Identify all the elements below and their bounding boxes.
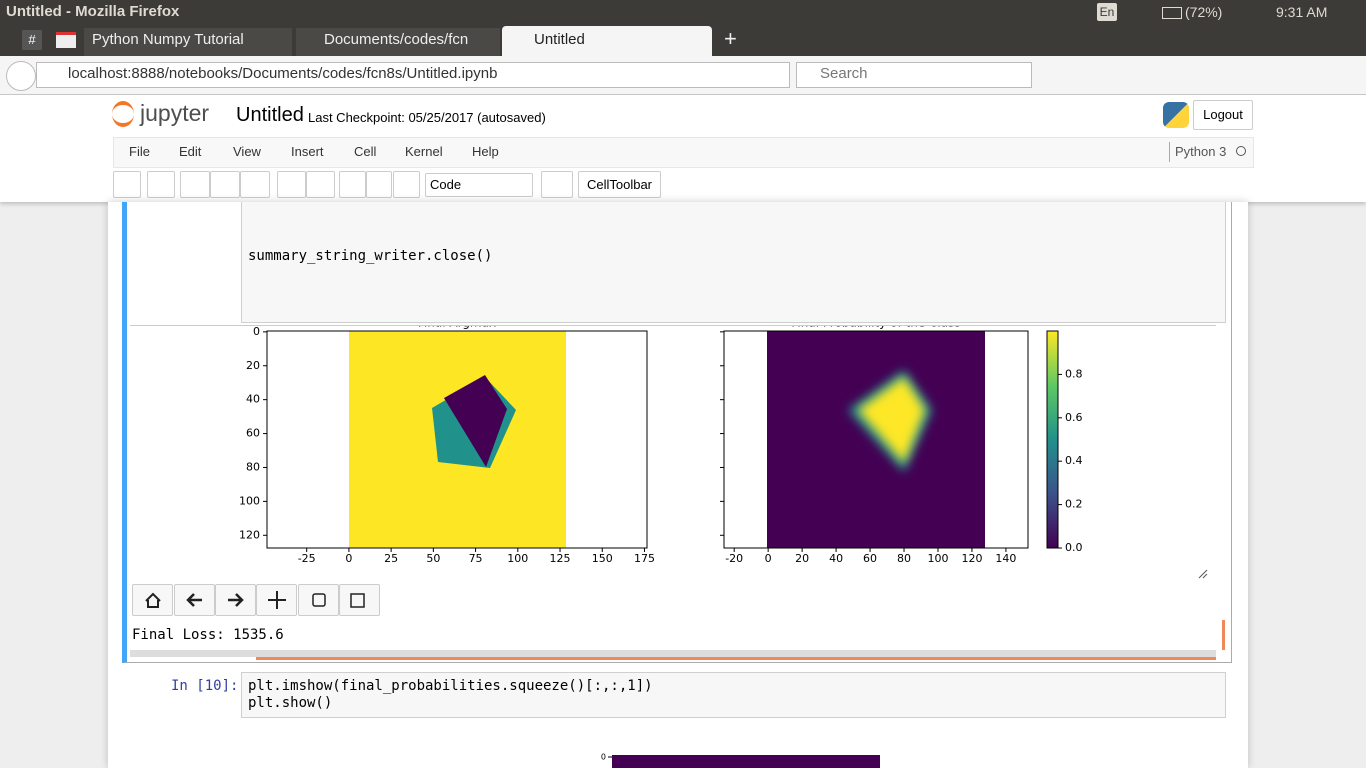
tab[interactable] <box>84 28 292 56</box>
notebook-name[interactable]: Untitled <box>236 104 304 126</box>
tab-title[interactable]: Python Numpy Tutorial <box>92 31 244 48</box>
search-placeholder[interactable]: Search <box>820 65 868 82</box>
code-line[interactable]: plt.show() <box>248 695 333 711</box>
battery[interactable]: (72%) <box>1185 4 1223 20</box>
tab-title[interactable]: Untitled <box>534 31 585 48</box>
kernel-indicator <box>1236 146 1246 156</box>
toolbar-button[interactable] <box>147 171 175 198</box>
keyboard-indicator[interactable]: En <box>1097 3 1117 21</box>
toolbar-button[interactable] <box>306 171 335 198</box>
back-button[interactable] <box>6 61 36 91</box>
menu-item[interactable]: View <box>233 144 261 159</box>
toolbar-button[interactable] <box>113 171 141 198</box>
code-input[interactable] <box>241 672 1226 718</box>
jupyter-logo[interactable]: jupyter <box>140 100 210 126</box>
toolbar-button[interactable] <box>366 171 392 198</box>
jupyter-logo-icon <box>112 101 134 127</box>
menu-item[interactable]: Edit <box>179 144 202 159</box>
battery-icon <box>1162 7 1182 19</box>
menu-item[interactable]: Kernel <box>405 144 443 159</box>
url[interactable]: localhost:8888/notebooks/Documents/codes… <box>68 65 498 82</box>
figure-tool-button[interactable] <box>256 584 297 616</box>
output-area <box>130 325 1216 651</box>
system-bar <box>0 0 1366 24</box>
pinned-tab[interactable] <box>56 32 76 48</box>
tab-title[interactable]: Documents/codes/fcn <box>324 31 469 48</box>
menu-bar <box>113 137 1254 168</box>
toolbar-button[interactable] <box>180 171 210 198</box>
checkpoint: Last Checkpoint: 05/25/2017 (autosaved) <box>308 110 546 125</box>
toolbar-button[interactable] <box>393 171 420 198</box>
figure-tool-button[interactable] <box>132 584 173 616</box>
scroll-indicator <box>256 657 1216 660</box>
figure-tool-button[interactable] <box>298 584 339 616</box>
toolbar-button[interactable] <box>339 171 366 198</box>
clock[interactable]: 9:31 AM <box>1276 4 1328 20</box>
output-text: Final Loss: 1535.6 <box>132 627 284 643</box>
menu-item[interactable]: Cell <box>354 144 377 159</box>
keyboard-button[interactable] <box>541 171 573 198</box>
active-tab[interactable] <box>502 26 712 56</box>
code-line[interactable]: summary_string_writer.close() <box>248 248 493 264</box>
menu-item[interactable]: File <box>129 144 150 159</box>
tab[interactable] <box>296 28 500 56</box>
separator <box>1169 142 1170 162</box>
python-logo <box>1163 102 1189 128</box>
input-prompt: In [10]: <box>171 678 239 694</box>
figure-tool-button[interactable] <box>174 584 215 616</box>
pinned-tab[interactable]: # <box>22 30 42 50</box>
toolbar-button[interactable] <box>210 171 240 198</box>
figure-tool-button[interactable] <box>215 584 256 616</box>
h-scrollbar <box>130 650 1216 657</box>
cell-type-select[interactable]: Code <box>425 173 533 197</box>
code-line[interactable]: plt.imshow(final_probabilities.squeeze()… <box>248 678 653 694</box>
menu-item[interactable]: Insert <box>291 144 324 159</box>
url-field[interactable] <box>36 62 790 88</box>
selected-cell[interactable] <box>122 202 1232 663</box>
figure-tool-button[interactable] <box>339 584 380 616</box>
scroll-indicator <box>1222 620 1225 650</box>
kernel-name: Python 3 <box>1175 144 1227 159</box>
toolbar-button[interactable] <box>240 171 270 198</box>
celltoolbar-button[interactable]: CellToolbar <box>578 171 661 198</box>
menu-item[interactable]: Help <box>472 144 499 159</box>
search-field[interactable] <box>796 62 1032 88</box>
new-tab[interactable]: + <box>724 26 737 51</box>
code-input[interactable] <box>241 202 1226 323</box>
logout-button[interactable]: Logout <box>1193 100 1253 130</box>
toolbar-button[interactable] <box>277 171 306 198</box>
window-title: Untitled - Mozilla Firefox <box>6 3 180 20</box>
